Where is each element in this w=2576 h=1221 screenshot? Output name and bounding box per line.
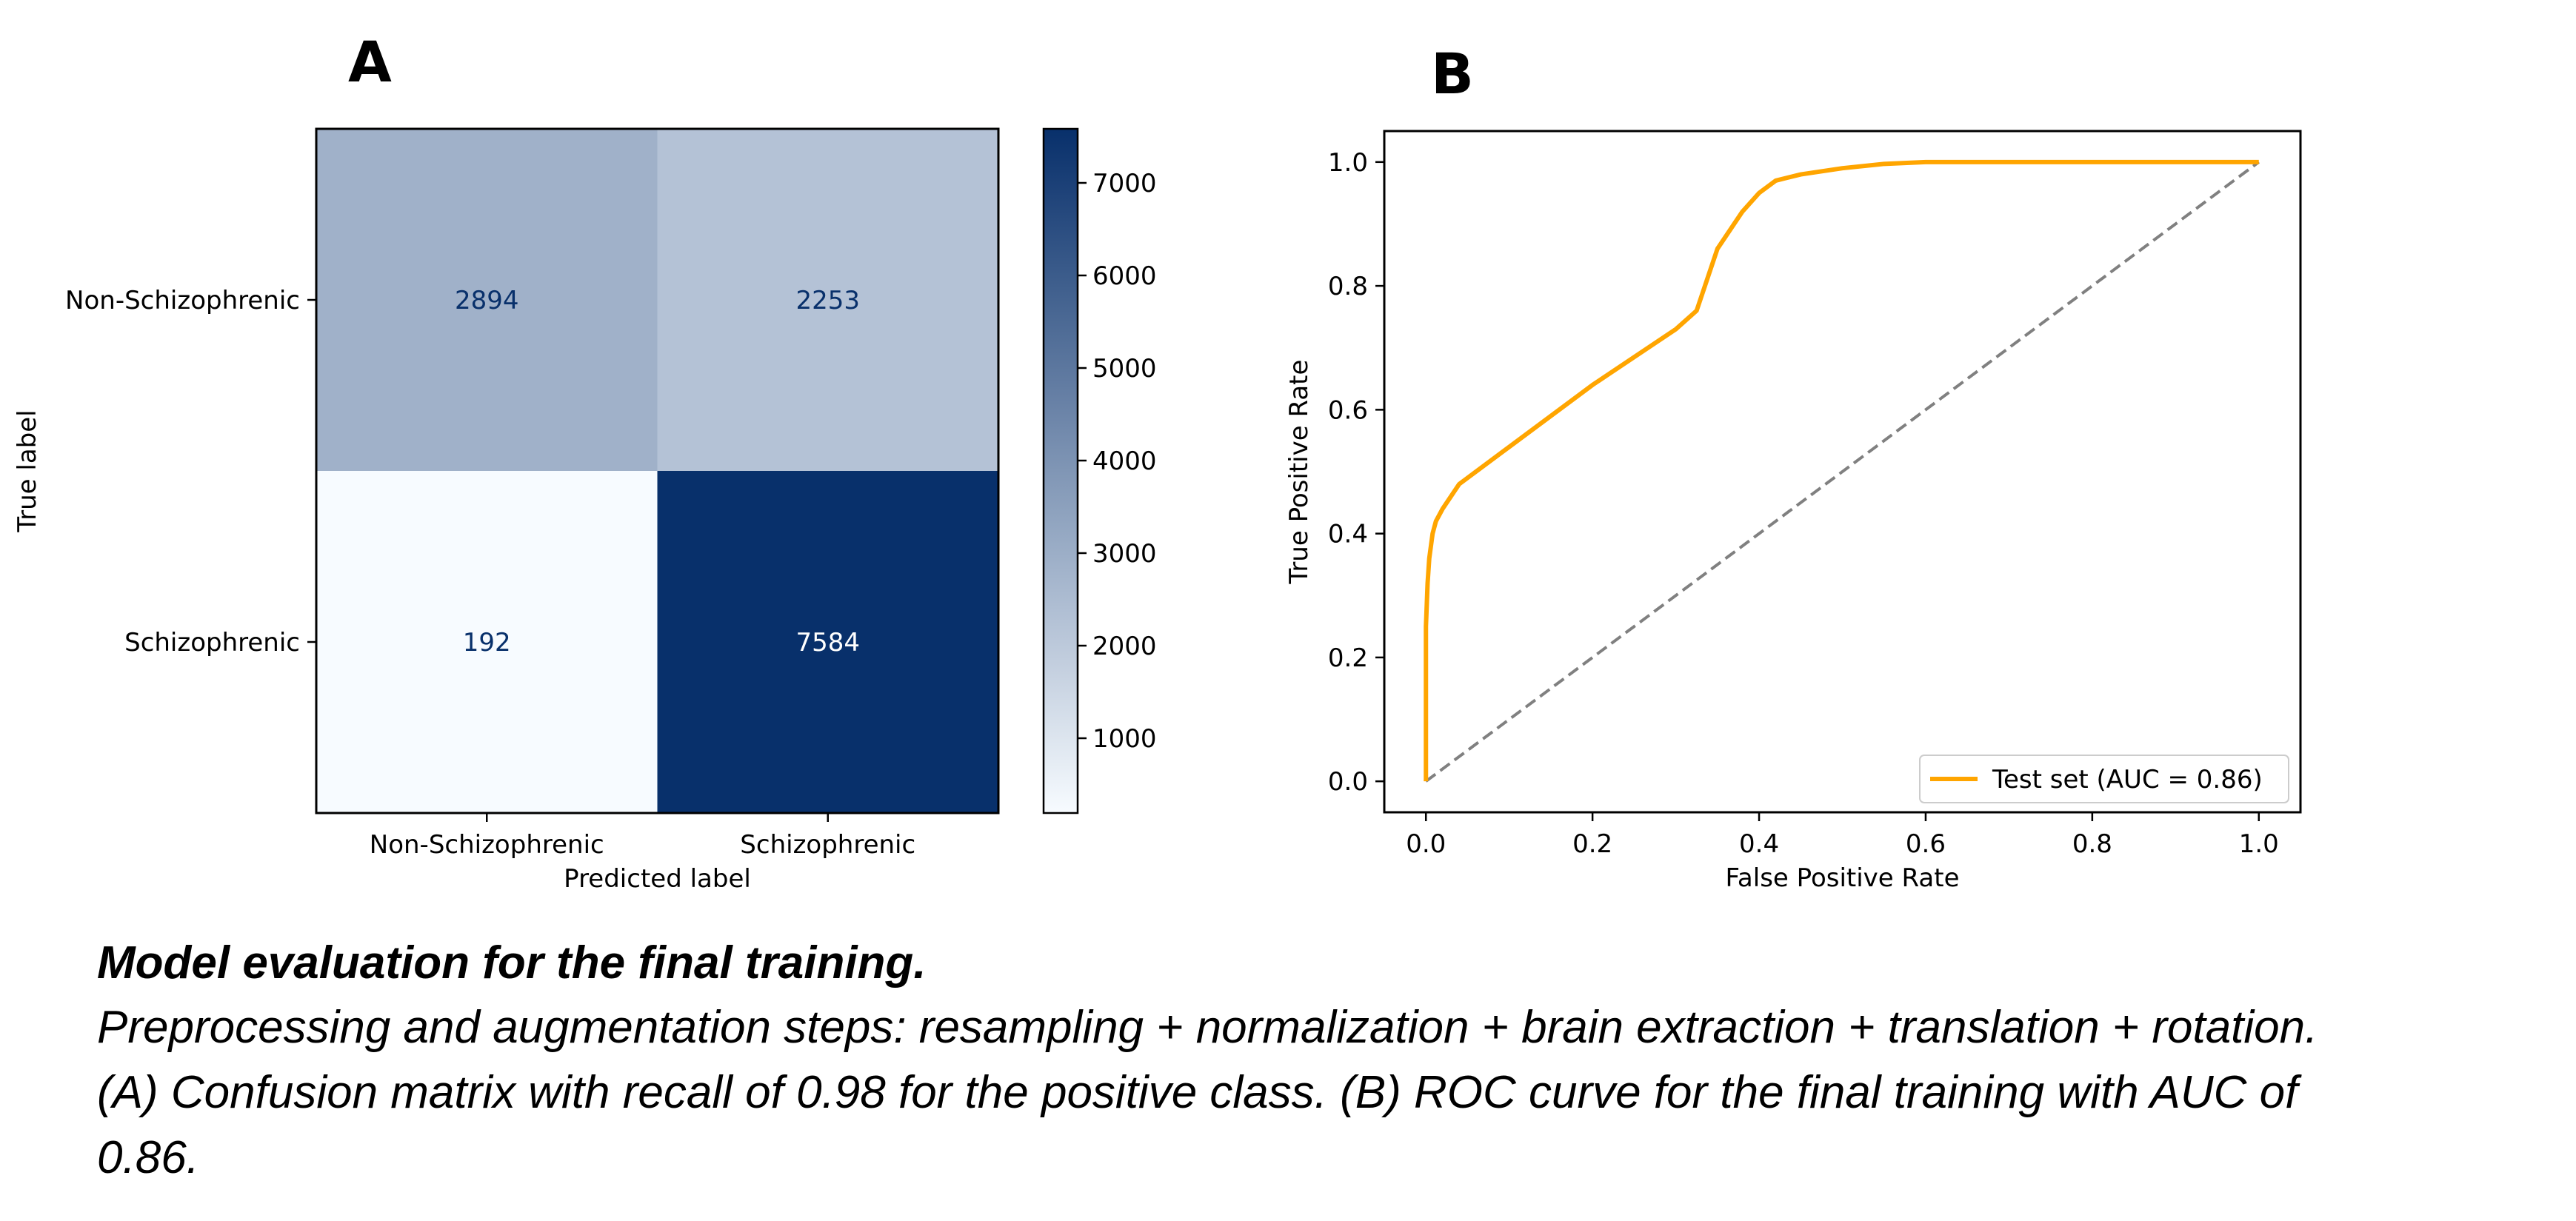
- colorbar-tick-label: 7000: [1092, 169, 1157, 198]
- legend-box: [1919, 755, 2289, 803]
- panel-label-b: B: [1431, 41, 1474, 107]
- confusion-matrix: 2894 2253 192 7584 Non-Schizophrenic Schizoph…: [13, 127, 1000, 894]
- colorbar: 1000 2000 3000 4000 5000 6000 7000: [1042, 127, 1157, 814]
- y-axis-label: True label: [13, 409, 42, 532]
- cell-value: 192: [463, 628, 511, 658]
- x-tick-label: 0.2: [1572, 829, 1612, 859]
- caption-line-1: Preprocessing and augmentation steps: re…: [97, 1002, 2318, 1053]
- x-tick-label: 0.0: [1406, 829, 1446, 859]
- y-tick-label: Schizophrenic: [124, 628, 300, 658]
- matrix-frame: [315, 127, 1000, 814]
- cell-value: 7584: [795, 628, 860, 658]
- y-tick-label: 0.6: [1328, 395, 1368, 425]
- colorbar-tick-label: 3000: [1092, 539, 1157, 569]
- caption-line-3: 0.86.: [97, 1132, 199, 1183]
- caption-line-2: (A) Confusion matrix with recall of 0.98…: [97, 1067, 2298, 1118]
- cell-value: 2894: [455, 286, 519, 315]
- matrix-cell: [316, 471, 658, 813]
- x-tick-label: 1.0: [2239, 829, 2279, 859]
- roc-chart: 0.0 0.2 0.4 0.6 0.8 1.0 0.0 0.2 0.4 0.6 0.8 1.0 Fals…: [1284, 130, 2302, 893]
- y-tick-label: Non-Schizophrenic: [65, 286, 300, 315]
- legend-label: Test set (AUC = 0.86): [1992, 765, 2263, 795]
- colorbar-tick-label: 2000: [1092, 632, 1157, 661]
- x-tick-label: 0.6: [1906, 829, 1946, 859]
- colorbar-tick-label: 6000: [1092, 261, 1157, 291]
- colorbar-tick-label: 4000: [1092, 446, 1157, 476]
- x-axis-label: Predicted label: [564, 864, 751, 894]
- panel-label-a: A: [348, 29, 392, 95]
- matrix-cell: [657, 129, 998, 471]
- plot-frame: [1383, 130, 2302, 814]
- colorbar-bar: [1042, 127, 1079, 814]
- x-tick-label: Schizophrenic: [740, 830, 915, 860]
- matrix-cell: [316, 129, 658, 471]
- x-tick-label: 0.4: [1739, 829, 1779, 859]
- y-tick-label: 0.2: [1328, 643, 1368, 673]
- caption-title: Model evaluation for the final training.: [97, 937, 927, 988]
- colorbar-tick-label: 5000: [1092, 354, 1157, 384]
- y-tick-label: 0.8: [1328, 272, 1368, 301]
- y-tick-label: 0.4: [1328, 520, 1368, 549]
- diagonal-reference-line: [1425, 161, 2260, 783]
- matrix-cell: [657, 471, 998, 813]
- x-tick-label: 0.8: [2072, 829, 2112, 859]
- cell-value: 2253: [795, 286, 860, 315]
- colorbar-tick-label: 1000: [1092, 724, 1157, 754]
- x-tick-label: Non-Schizophrenic: [370, 830, 604, 860]
- y-tick-label: 1.0: [1328, 148, 1368, 178]
- y-tick-label: 0.0: [1328, 767, 1368, 797]
- roc-curve: [1424, 159, 2259, 782]
- y-axis-label: True Positive Rate: [1284, 360, 1314, 585]
- figure-caption: Model evaluation for the final training.…: [97, 931, 2556, 1191]
- x-axis-label: False Positive Rate: [1726, 863, 1960, 893]
